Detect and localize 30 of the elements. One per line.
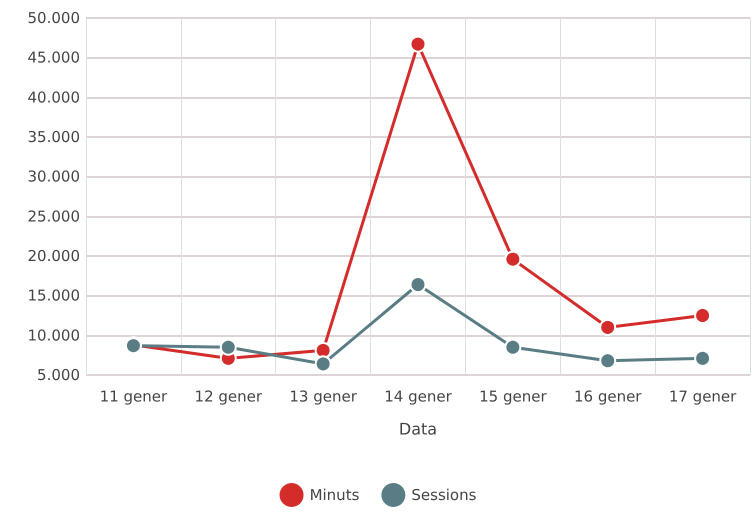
point: [314, 355, 332, 372]
point: [694, 307, 712, 324]
point: [599, 318, 616, 336]
point: [410, 276, 426, 294]
x-tick-label: 16 gener: [574, 388, 642, 406]
point: [504, 338, 522, 356]
y-tick-label: 10.000: [28, 326, 80, 344]
x-tick-label: 13 gener: [289, 388, 358, 406]
y-tick-label: 45.000: [28, 48, 80, 67]
point: [410, 36, 426, 53]
y-tick-label: 50.000: [28, 9, 80, 27]
y-tick-label: 5.000: [37, 366, 80, 384]
x-tick-label: 17 gener: [668, 388, 738, 406]
x-tick-label: 15 gener: [479, 388, 548, 406]
x-tick-label: 11 gener: [100, 388, 168, 406]
x-tick-label: 12 gener: [194, 388, 263, 406]
x-axis-title: Data: [398, 420, 438, 438]
x-tick-label: 14 gener: [384, 388, 453, 406]
legend-label: Sessions: [411, 486, 477, 504]
legend-label: Minuts: [310, 486, 360, 504]
y-tick-label: 20.000: [28, 247, 80, 265]
y-tick-label: 35.000: [28, 128, 80, 146]
point: [504, 250, 522, 268]
point: [599, 352, 616, 370]
y-tick-label: 40.000: [28, 88, 80, 106]
point: [220, 338, 237, 356]
y-tick-label: 30.000: [28, 168, 80, 186]
y-tick-label: 15.000: [28, 286, 80, 305]
y-tick-label: 25.000: [28, 207, 80, 226]
point: [694, 350, 712, 367]
